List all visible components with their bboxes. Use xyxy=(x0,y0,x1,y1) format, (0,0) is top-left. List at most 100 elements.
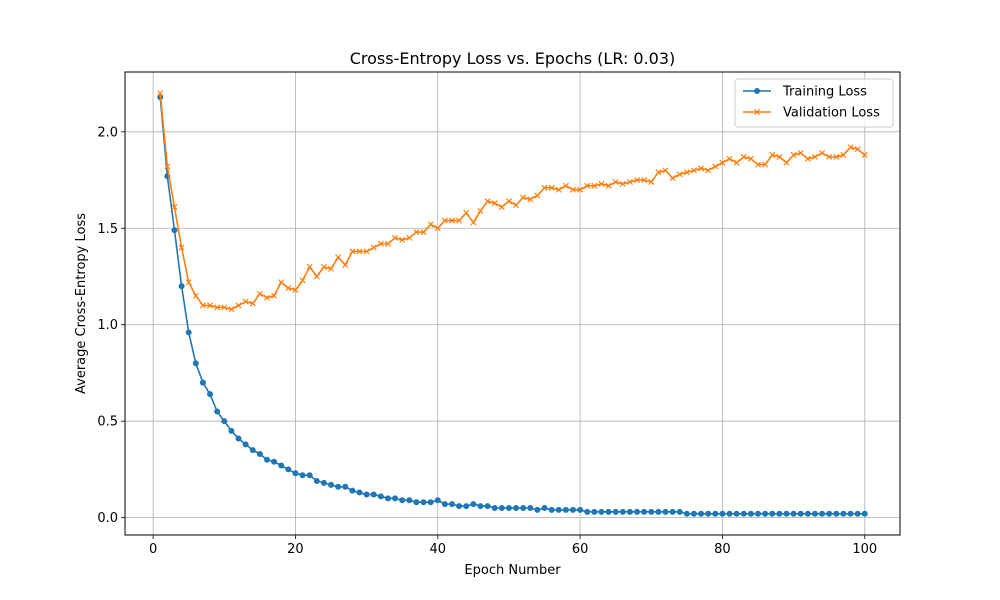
data-point xyxy=(698,165,705,172)
data-point xyxy=(584,508,591,515)
data-point xyxy=(214,408,221,415)
data-point xyxy=(235,302,242,309)
data-point xyxy=(463,503,470,510)
data-point xyxy=(612,178,619,185)
data-point xyxy=(207,391,214,398)
data-point xyxy=(278,462,285,469)
x-tick-label: 60 xyxy=(572,542,589,557)
x-axis-title: Epoch Number xyxy=(464,563,561,578)
data-point xyxy=(577,186,584,193)
data-point xyxy=(363,248,370,255)
data-point xyxy=(242,441,249,448)
data-point xyxy=(228,427,235,434)
data-point xyxy=(513,504,520,511)
data-point xyxy=(491,200,498,207)
data-point xyxy=(256,290,263,297)
data-point xyxy=(299,472,306,479)
y-tick-label: 1.5 xyxy=(97,222,118,237)
data-point xyxy=(790,510,797,517)
data-point xyxy=(690,167,697,174)
data-point xyxy=(584,182,591,189)
data-point xyxy=(626,178,633,185)
data-point xyxy=(783,159,790,166)
data-point xyxy=(819,150,826,157)
data-point xyxy=(569,506,576,513)
data-point xyxy=(349,248,356,255)
y-tick-label: 1.0 xyxy=(97,318,118,333)
data-point xyxy=(811,510,818,517)
data-point xyxy=(413,229,420,236)
data-point xyxy=(441,217,448,224)
data-point xyxy=(441,501,448,508)
data-point xyxy=(406,497,413,504)
data-point xyxy=(470,501,477,508)
data-point xyxy=(811,153,818,160)
data-point xyxy=(527,196,534,203)
data-point xyxy=(434,225,441,232)
data-point xyxy=(413,499,420,506)
data-point xyxy=(634,177,641,184)
x-tick-label: 100 xyxy=(852,542,877,557)
data-point xyxy=(271,292,278,299)
data-point xyxy=(399,236,406,243)
data-point xyxy=(755,510,762,517)
data-point xyxy=(306,263,313,270)
data-point xyxy=(790,151,797,158)
data-point xyxy=(249,300,256,307)
data-point xyxy=(662,167,669,174)
data-point xyxy=(285,466,292,473)
data-point xyxy=(249,447,256,454)
data-point xyxy=(292,286,299,294)
data-point xyxy=(655,508,662,515)
data-point xyxy=(769,510,776,517)
data-point xyxy=(157,90,164,97)
data-point xyxy=(420,229,427,236)
data-point xyxy=(207,302,214,309)
data-point xyxy=(804,510,811,517)
data-point xyxy=(555,506,562,513)
data-point xyxy=(548,184,555,191)
data-point xyxy=(299,277,306,284)
data-point xyxy=(228,306,235,313)
data-point xyxy=(178,244,185,251)
data-point xyxy=(363,491,370,498)
data-point xyxy=(676,508,683,515)
legend-item: Training Loss xyxy=(743,85,867,100)
data-point xyxy=(641,508,648,515)
data-point xyxy=(342,483,349,490)
data-point xyxy=(306,472,313,479)
data-point xyxy=(655,169,662,176)
data-point xyxy=(178,283,185,290)
data-point xyxy=(456,217,463,224)
data-point xyxy=(356,489,363,496)
y-tick-label: 0.0 xyxy=(97,511,118,526)
data-point xyxy=(733,510,740,517)
data-point xyxy=(534,192,541,199)
x-tick-label: 20 xyxy=(287,542,304,557)
data-point xyxy=(819,510,826,517)
data-point xyxy=(648,178,655,185)
legend: Training Loss Validation Loss xyxy=(734,78,894,128)
data-point xyxy=(335,483,342,490)
data-point xyxy=(384,240,391,247)
x-tick-label: 40 xyxy=(430,542,447,557)
axis-ticks: 0 20 40 60 80 100 0.0 0.5 1.0 1.5 2.0 xyxy=(97,125,877,557)
data-point xyxy=(185,279,192,286)
data-point xyxy=(434,497,441,504)
data-point xyxy=(754,161,762,168)
data-point xyxy=(463,209,470,216)
data-point xyxy=(534,506,541,513)
data-point xyxy=(569,186,577,193)
data-point xyxy=(477,503,484,510)
data-point xyxy=(214,304,221,311)
data-point xyxy=(313,477,320,484)
data-point xyxy=(271,458,278,465)
data-point xyxy=(235,435,242,442)
data-point xyxy=(577,506,584,513)
chart-title: Cross-Entropy Loss vs. Epochs (LR: 0.03) xyxy=(350,49,676,68)
data-point xyxy=(527,504,534,511)
legend-item: Validation Loss xyxy=(743,106,880,121)
data-point xyxy=(377,493,384,500)
data-point xyxy=(377,240,384,247)
